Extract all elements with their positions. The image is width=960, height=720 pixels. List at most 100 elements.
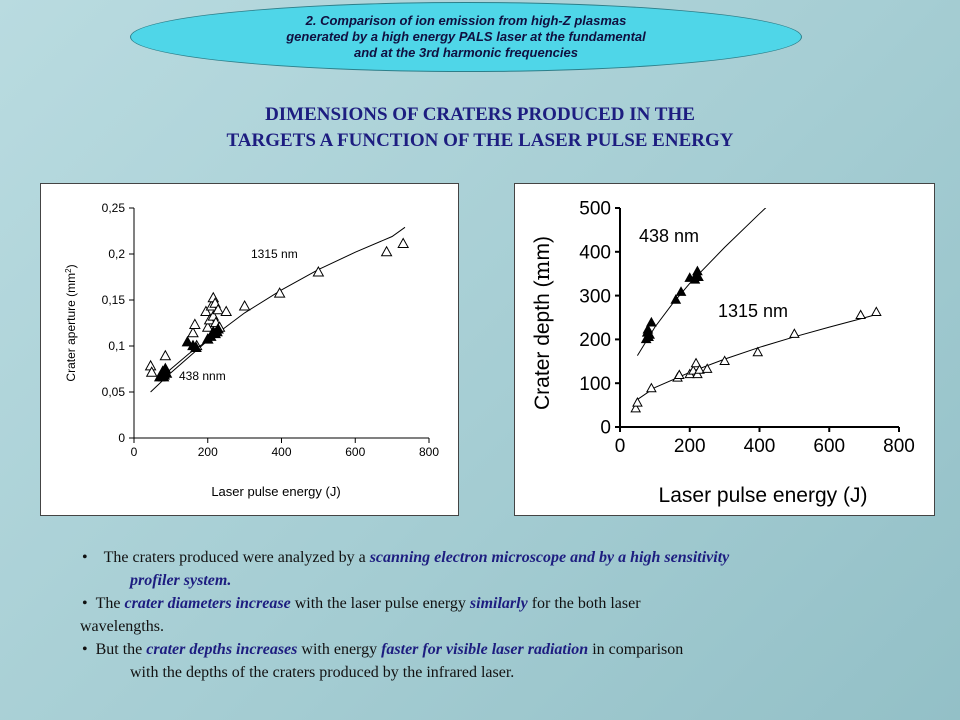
data-point-series-2 xyxy=(673,369,685,380)
banner-line-2: generated by a high energy PALS laser at… xyxy=(286,29,646,44)
data-point-series-1 xyxy=(675,286,687,296)
bullet-3-text-c: in comparison xyxy=(592,641,684,658)
bullet-2-text-d: wavelengths. xyxy=(80,618,164,635)
bullet-3-text-b: with energy xyxy=(301,641,378,658)
data-point-series-1 xyxy=(646,316,657,327)
y-tick-label: 0 xyxy=(118,431,125,445)
x-tick-label: 0 xyxy=(615,436,626,457)
data-point-series-1 xyxy=(380,245,393,257)
data-point-series-2 xyxy=(694,364,705,374)
y-axis-label-pre: Crater depth ( xyxy=(531,280,554,410)
data-point-series-2 xyxy=(701,363,713,373)
bullet-1-cont: profiler system. xyxy=(82,569,952,592)
y-axis-label-main: Crater aperture (mm xyxy=(64,273,78,382)
data-point-series-1 xyxy=(693,271,704,281)
annotation-438nm: 438 nm xyxy=(639,226,699,246)
y-axis-label: Crater depth (mm) xyxy=(530,236,554,410)
y-tick-label: 0,1 xyxy=(108,339,125,353)
bullet-2-text-a: The xyxy=(95,595,121,612)
y-axis-label-post: m) xyxy=(531,236,554,261)
y-tick-label: 300 xyxy=(579,286,611,307)
crater-aperture-plot: 0 200 400 600 800 0 0,05 0,1 0,15 0,2 0,25 Laser pu… xyxy=(64,201,440,499)
bullet-list: • The craters produced were analyzed by … xyxy=(80,546,952,684)
y-tick-label: 0,05 xyxy=(102,385,126,399)
data-point-series-1 xyxy=(644,329,655,339)
y-tick-label: 0,15 xyxy=(102,293,126,307)
data-point-series-2 xyxy=(632,397,643,407)
bullet-3-text-d: with the depths of the craters produced … xyxy=(130,664,515,681)
bullet-2-text-b: with the laser pulse energy xyxy=(294,595,466,612)
data-point-series-2 xyxy=(646,382,657,393)
bullet-3-highlight-a: crater depths increases xyxy=(146,641,298,658)
y-tick-label: 0,2 xyxy=(108,247,125,261)
annotation-1315nm: 1315 nm xyxy=(251,247,298,261)
data-point-series-1 xyxy=(200,305,212,317)
bullet-1-highlight: scanning electron microscope and by a hi… xyxy=(369,549,730,566)
x-axis-label: Laser pulse energy (J) xyxy=(659,484,868,507)
data-point-series-2 xyxy=(190,341,202,352)
bullet-1-text: The craters produced were analyzed by a xyxy=(103,549,366,566)
x-tick-label: 600 xyxy=(345,445,365,459)
banner-line-3: and at the 3rd harmonic frequencies xyxy=(354,45,578,60)
crater-depth-plot: 0 200 400 600 800 0 100 200 300 400 500 Laser pulse… xyxy=(530,199,915,507)
crater-depth-chart: 0 200 400 600 800 0 100 200 300 400 500 Laser pulse… xyxy=(514,183,935,516)
bullet-2: • The crater diameters increase with the… xyxy=(82,595,641,612)
data-point-series-1 xyxy=(312,265,325,277)
bullet-1: • The craters produced were analyzed by … xyxy=(82,549,730,566)
y-axis-label-mu: m xyxy=(530,260,554,280)
section-banner: 2. Comparison of ion emission from high-… xyxy=(130,2,802,72)
annotation-438nnm: 438 nnm xyxy=(179,369,226,383)
data-point-series-2 xyxy=(690,357,702,368)
bullet-2-text-c: for the both laser xyxy=(531,595,641,612)
data-point-series-1 xyxy=(273,287,286,298)
data-point-series-2 xyxy=(181,335,194,347)
bullet-2-highlight-b: similarly xyxy=(469,595,528,612)
data-point-series-1 xyxy=(145,366,158,377)
bullet-3-cont: with the depths of the craters produced … xyxy=(82,661,952,684)
y-tick-label: 0 xyxy=(600,418,611,439)
data-point-series-2 xyxy=(160,367,173,378)
x-tick-label: 0 xyxy=(131,445,138,459)
bullet-3-highlight-b: faster for visible laser radiation xyxy=(381,641,589,658)
y-tick-label: 100 xyxy=(579,374,611,395)
data-point-series-1 xyxy=(220,305,233,317)
y-tick-label: 400 xyxy=(579,242,611,263)
bullet-2-cont: wavelengths. xyxy=(80,615,952,638)
crater-aperture-chart: 0 200 400 600 800 0 0,05 0,1 0,15 0,2 0,25 Laser pu… xyxy=(40,183,459,516)
data-point-series-2 xyxy=(630,402,642,413)
y-axis-label-close: ) xyxy=(64,264,78,268)
x-tick-label: 400 xyxy=(271,445,291,459)
y-axis-label: Crater aperture (mm2) xyxy=(64,264,79,381)
page-title-line-2: TARGETS A FUNCTION OF THE LASER PULSE EN… xyxy=(226,130,734,151)
data-point-series-2 xyxy=(719,355,730,366)
bullet-3: • But the crater depths increases with e… xyxy=(82,641,684,658)
x-tick-label: 200 xyxy=(674,436,706,457)
bullet-1-highlight-2: profiler system. xyxy=(130,572,232,589)
data-point-series-1 xyxy=(238,300,251,311)
data-point-series-2 xyxy=(855,309,866,320)
data-point-series-1 xyxy=(187,326,199,338)
data-point-series-2 xyxy=(870,306,882,316)
x-tick-label: 200 xyxy=(198,445,218,459)
data-point-series-1 xyxy=(212,303,224,315)
data-point-series-1 xyxy=(159,349,172,361)
page-title-line-1: DIMENSIONS OF CRATERS PRODUCED IN THE xyxy=(265,104,695,125)
y-tick-label: 200 xyxy=(579,330,611,351)
page-title: DIMENSIONS OF CRATERS PRODUCED IN THE TA… xyxy=(0,102,960,154)
data-point-series-1 xyxy=(188,318,201,329)
x-tick-label: 800 xyxy=(419,445,439,459)
bullet-2-highlight-a: crater diameters increase xyxy=(124,595,291,612)
bullet-3-text-a: But the xyxy=(95,641,143,658)
data-point-series-2 xyxy=(212,323,224,334)
x-tick-label: 800 xyxy=(883,436,915,457)
y-axis-label-sup: 2 xyxy=(64,268,73,273)
y-tick-label: 0,25 xyxy=(102,201,126,215)
x-tick-label: 400 xyxy=(744,436,776,457)
data-point-series-2 xyxy=(752,346,764,357)
x-tick-label: 600 xyxy=(813,436,845,457)
data-point-series-2 xyxy=(789,328,800,338)
data-point-series-1 xyxy=(397,237,410,248)
x-axis-label: Laser pulse energy (J) xyxy=(211,484,340,499)
fit-line-1 xyxy=(150,226,406,393)
banner-line-1: 2. Comparison of ion emission from high-… xyxy=(305,13,627,28)
